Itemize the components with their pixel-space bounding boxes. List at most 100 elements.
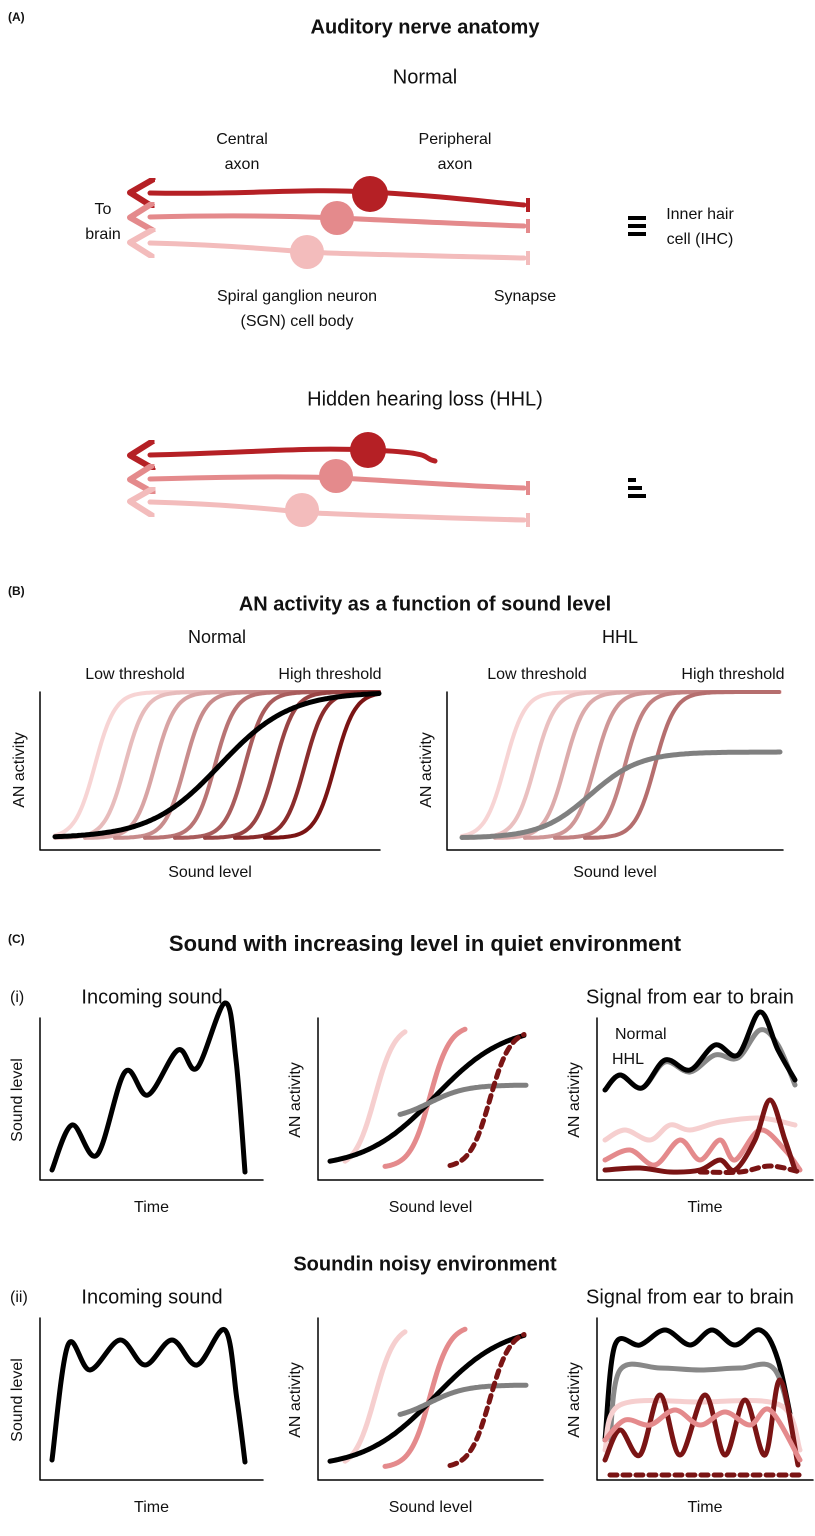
curve — [447, 1032, 527, 1168]
sound — [49, 1327, 248, 1465]
curve — [342, 1329, 408, 1464]
cell-body — [350, 432, 386, 468]
axes — [596, 1317, 814, 1481]
subtitle: Incoming sound — [81, 1286, 222, 1308]
stereocilia — [628, 216, 646, 220]
label: To — [95, 201, 112, 218]
label: (SGN) cell body — [241, 313, 354, 330]
curve — [342, 1029, 408, 1164]
curve — [460, 690, 782, 838]
sound — [49, 1000, 248, 1175]
label: axon — [438, 156, 473, 173]
cell-body — [285, 493, 319, 527]
subtitle: Incoming sound — [81, 986, 222, 1008]
label: Sound level — [389, 1499, 473, 1516]
hair-cell — [537, 193, 629, 260]
legend-label: HHL — [612, 1051, 644, 1068]
label: Low threshold — [487, 666, 587, 683]
curve — [397, 1382, 529, 1417]
axis-label: AN activity — [418, 732, 435, 808]
curve — [459, 749, 783, 840]
curve — [382, 1026, 468, 1169]
label: Sound level — [389, 1199, 473, 1216]
signal — [602, 1377, 801, 1468]
axis-label: Sound level — [9, 1358, 26, 1442]
curve — [52, 691, 382, 840]
panel-title: Sound with increasing level in quiet env… — [169, 931, 682, 956]
axis-label: AN activity — [566, 1062, 583, 1138]
subtitle: Normal — [393, 66, 457, 88]
signal — [602, 1406, 803, 1463]
panel-title: Auditory nerve anatomy — [311, 16, 541, 38]
label: Time — [134, 1199, 169, 1216]
cell-body — [352, 176, 388, 212]
axis-label: AN activity — [287, 1362, 304, 1438]
curve — [263, 691, 381, 840]
stereocilia — [628, 494, 646, 498]
stereocilia — [628, 224, 646, 228]
label: (i) — [10, 989, 24, 1006]
panel-label: (A) — [8, 10, 25, 24]
stereocilia — [628, 232, 646, 236]
subtitle: Normal — [188, 627, 246, 647]
signal — [602, 1327, 798, 1443]
panel-title: AN activity as a function of sound level — [239, 593, 611, 615]
label: High threshold — [278, 666, 381, 683]
axes — [39, 1317, 264, 1481]
curve — [447, 1332, 527, 1468]
label: Synapse — [494, 288, 556, 305]
axes — [39, 691, 381, 851]
curve — [583, 690, 781, 840]
curve — [382, 1326, 468, 1469]
axes — [39, 1017, 264, 1181]
cell-body — [319, 459, 353, 493]
cell-body — [320, 201, 354, 235]
panel-label: (B) — [8, 584, 25, 598]
signal — [602, 1115, 798, 1143]
signal — [697, 1163, 803, 1175]
panel-title: Soundin noisy environment — [293, 1253, 557, 1275]
label: High threshold — [681, 666, 784, 683]
axon — [150, 449, 438, 461]
cell-body — [290, 235, 324, 269]
panel-label: (C) — [8, 932, 25, 946]
label: Sound level — [573, 864, 657, 881]
curve — [397, 1082, 529, 1117]
label: Inner hair — [666, 206, 734, 223]
curve — [463, 690, 781, 840]
legend-label: Normal — [615, 1026, 667, 1043]
subtitle: Hidden hearing loss (HHL) — [307, 388, 543, 410]
curve — [553, 690, 781, 840]
label: Time — [688, 1199, 723, 1216]
subtitle: Signal from ear to brain — [586, 1286, 794, 1308]
axes — [596, 1017, 814, 1181]
label: Time — [134, 1499, 169, 1516]
axis-label: Sound level — [9, 1058, 26, 1142]
hair-cell — [537, 455, 629, 522]
axon — [150, 243, 527, 261]
signal — [602, 1097, 798, 1175]
axes — [317, 1017, 544, 1181]
label: Time — [688, 1499, 723, 1516]
label: cell (IHC) — [667, 231, 734, 248]
stereocilia — [628, 486, 642, 490]
subtitle: HHL — [602, 627, 638, 647]
signal — [602, 1009, 798, 1093]
label: brain — [85, 226, 121, 243]
axon — [150, 502, 527, 523]
label: Low threshold — [85, 666, 185, 683]
axis-label: AN activity — [11, 732, 28, 808]
label: Spiral ganglion neuron — [217, 288, 377, 305]
axis-label: AN activity — [566, 1362, 583, 1438]
axes — [446, 691, 784, 851]
label: Central — [216, 131, 268, 148]
label: (ii) — [10, 1289, 28, 1306]
label: Sound level — [168, 864, 252, 881]
label: axon — [225, 156, 260, 173]
stereocilia — [628, 478, 636, 482]
signal — [607, 1361, 798, 1443]
signal — [602, 1127, 803, 1173]
axis-label: AN activity — [287, 1062, 304, 1138]
subtitle: Signal from ear to brain — [586, 986, 794, 1008]
